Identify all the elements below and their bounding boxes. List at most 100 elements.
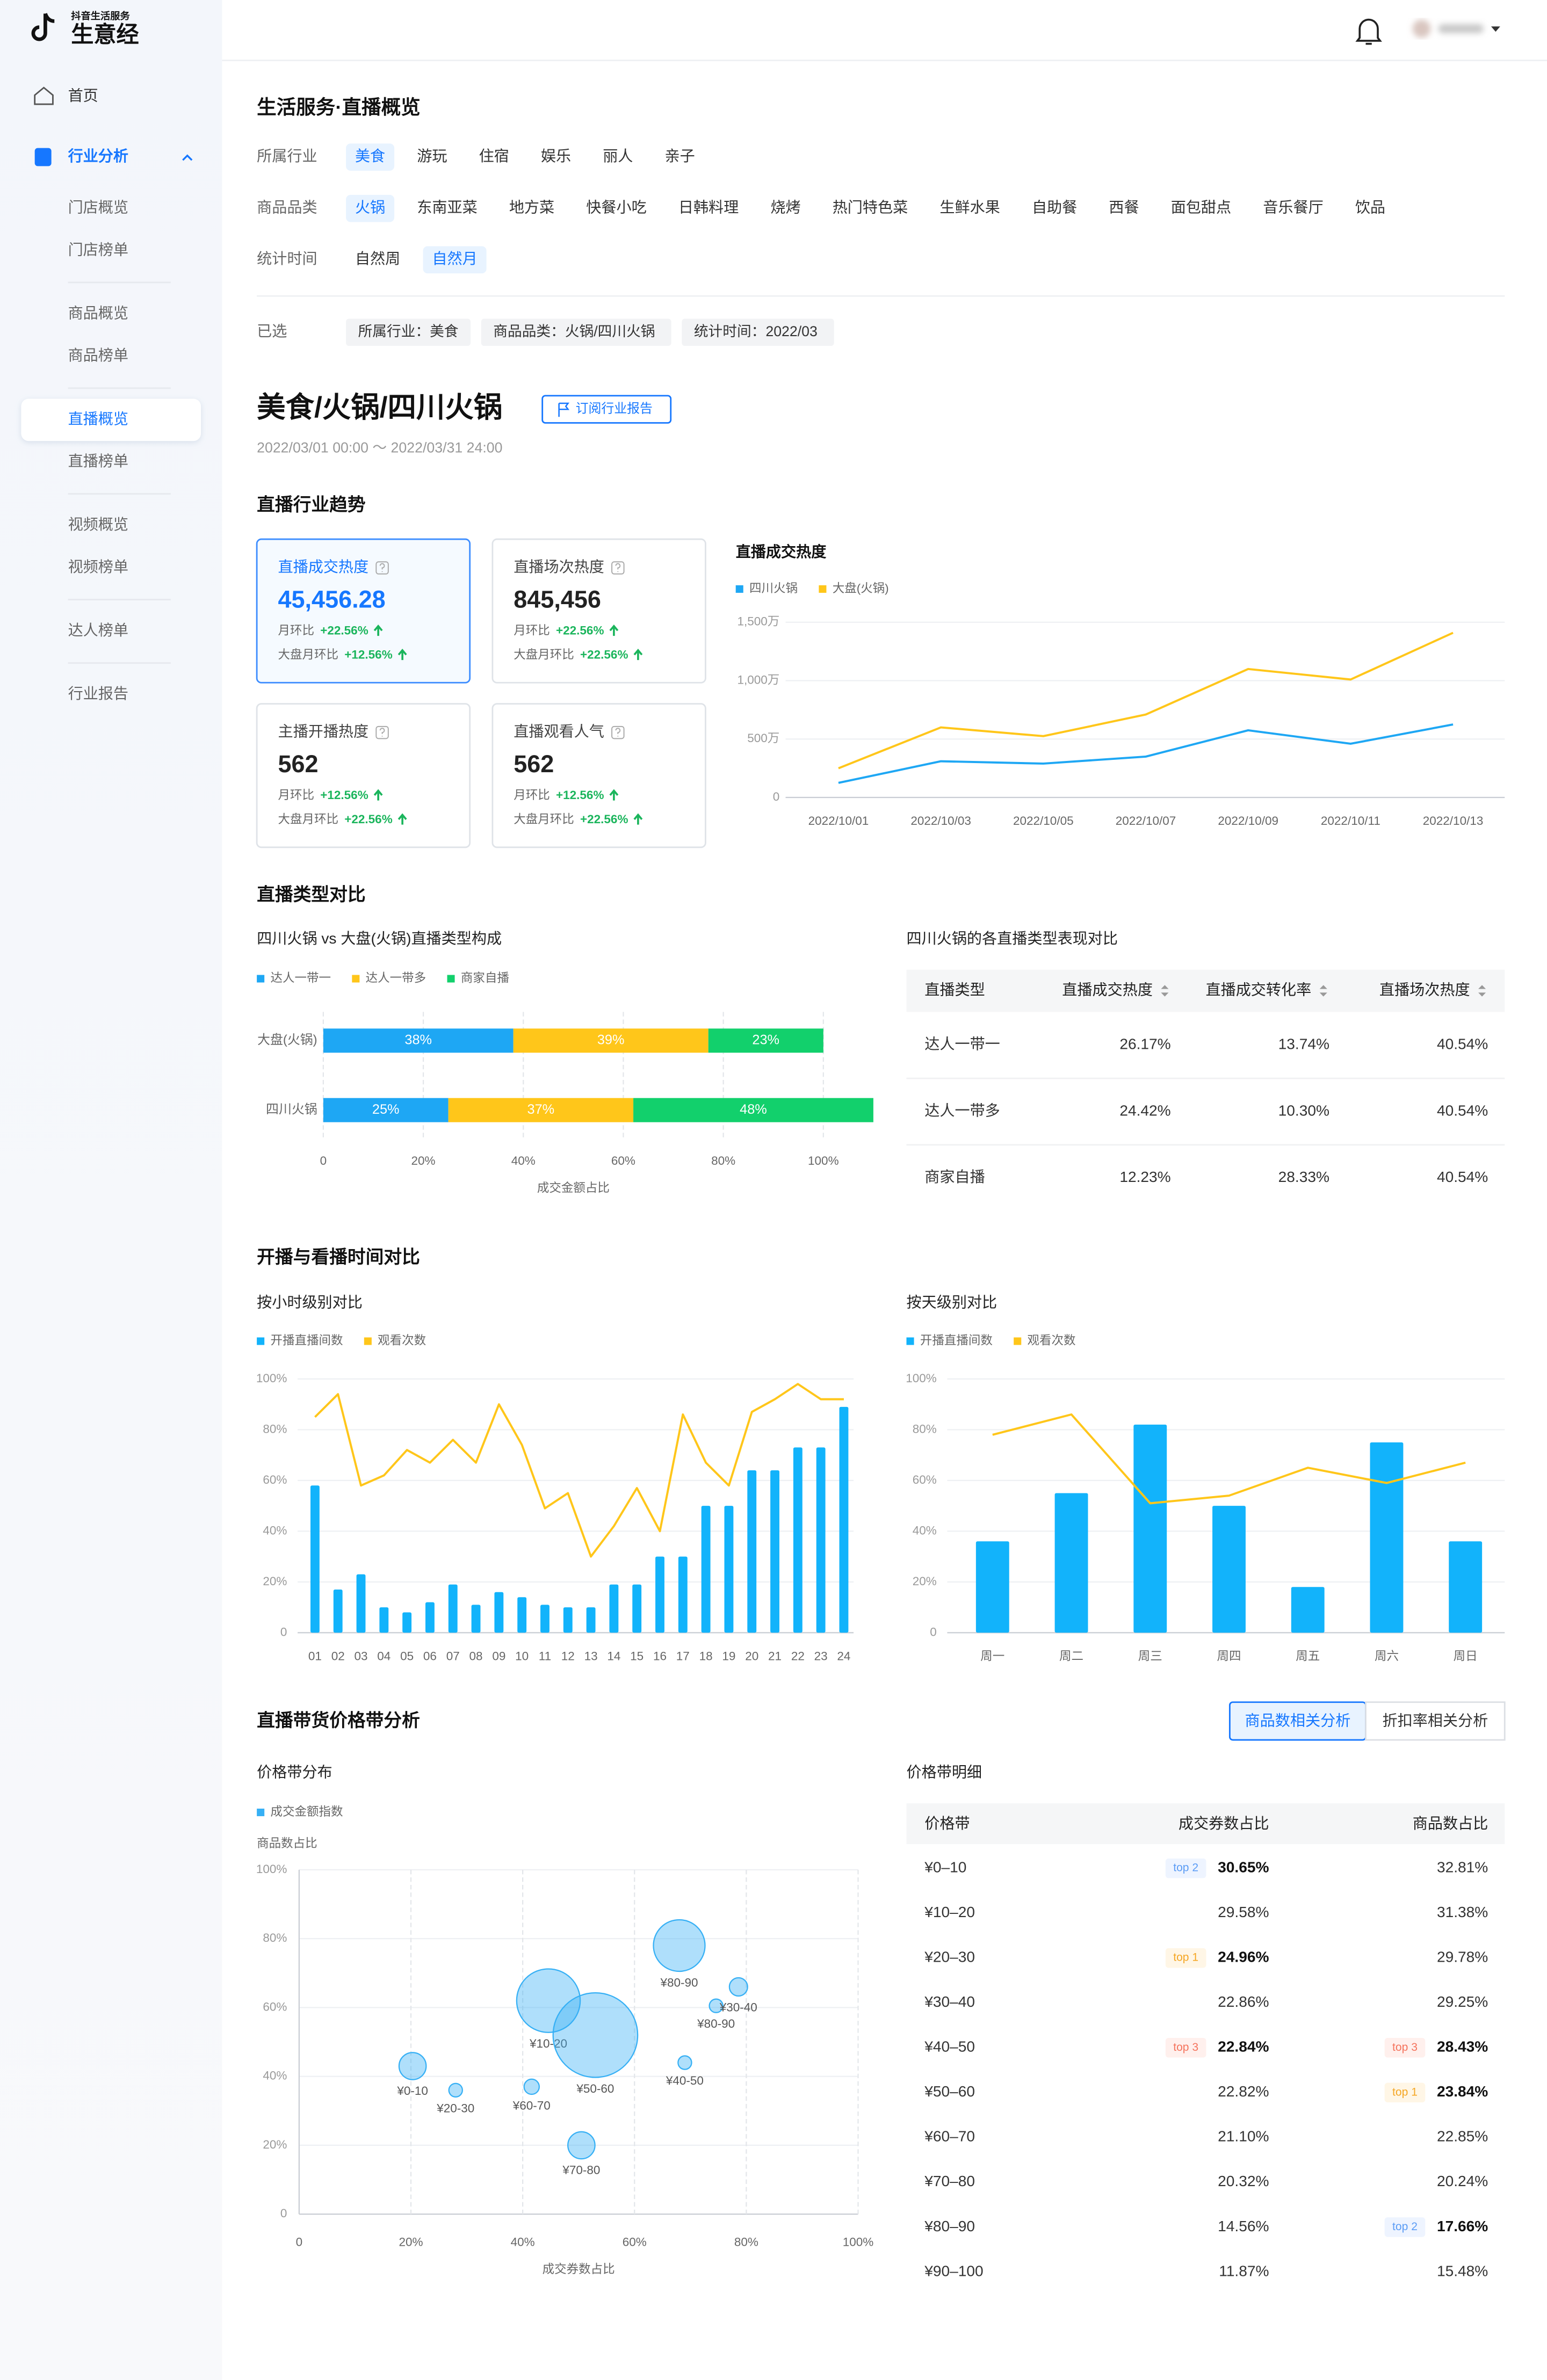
filter-option[interactable]: 自然周 xyxy=(355,250,400,267)
filter-option[interactable]: 快餐小吃 xyxy=(586,199,646,216)
tab[interactable] xyxy=(1365,1701,1506,1741)
bell-icon[interactable] xyxy=(1355,18,1382,45)
rank-badge xyxy=(1384,2037,1426,2058)
nav-item[interactable]: 直播榜单 xyxy=(68,453,128,469)
nav-item[interactable]: 视频概览 xyxy=(68,516,128,533)
nav-item[interactable]: 商品榜单 xyxy=(68,347,128,364)
nav-item[interactable]: 视频榜单 xyxy=(68,558,128,575)
filter-option[interactable]: 火锅 xyxy=(355,199,385,216)
sort-icon[interactable] xyxy=(1161,985,1169,997)
nav-item[interactable]: 首页 xyxy=(68,87,98,104)
sort-icon[interactable] xyxy=(1319,985,1327,997)
metric-card[interactable] xyxy=(491,538,706,684)
bar xyxy=(655,1556,664,1633)
filter-option[interactable]: 东南亚菜 xyxy=(417,199,477,216)
metric-card[interactable] xyxy=(256,703,471,848)
filter-option[interactable]: 亲子 xyxy=(665,148,695,164)
filter-option[interactable]: 西餐 xyxy=(1109,199,1139,216)
nav-item[interactable]: 行业分析 xyxy=(68,147,128,164)
nav-active-bg xyxy=(21,398,201,441)
data-label: 23% xyxy=(752,1033,779,1048)
x-tick-label: 06 xyxy=(423,1649,437,1663)
filter-option[interactable]: 饮品 xyxy=(1355,199,1385,216)
table-cell: 28.43% xyxy=(1437,2038,1488,2055)
data-label: 38% xyxy=(404,1033,432,1048)
x-tick-label: 2022/10/03 xyxy=(910,814,971,828)
table-header[interactable]: 直播成交转化率 xyxy=(1205,981,1311,998)
x-tick-label: 23 xyxy=(814,1649,828,1663)
nav-item[interactable]: 达人榜单 xyxy=(68,622,128,638)
table-cell: 11.87% xyxy=(1219,2262,1269,2279)
table-cell: ¥70–80 xyxy=(924,2173,975,2189)
filter-option[interactable]: 烧烤 xyxy=(770,199,800,216)
bar xyxy=(793,1447,803,1633)
nav-item[interactable]: 门店概览 xyxy=(68,199,128,216)
section-title: 直播类型对比 xyxy=(257,884,366,905)
x-tick-label: 08 xyxy=(469,1649,483,1663)
date-range: 2022/03/01 00:00 ～ 2022/03/31 24:00 xyxy=(257,439,502,455)
table-cell: ¥80–90 xyxy=(924,2218,975,2234)
nav-item[interactable]: 直播概览 xyxy=(68,410,128,427)
filter-option[interactable]: 住宿 xyxy=(479,148,509,164)
legend-label: 开播直播间数 xyxy=(270,1333,343,1347)
x-tick-label: 24 xyxy=(837,1649,850,1663)
y-tick-label: 80% xyxy=(913,1422,937,1435)
chart-title: 按小时级别对比 xyxy=(257,1294,363,1311)
filter-option[interactable]: 娱乐 xyxy=(541,148,571,164)
nav-item[interactable]: 门店榜单 xyxy=(68,241,128,258)
x-tick-label: 100% xyxy=(843,2236,874,2249)
bubble xyxy=(653,1919,706,1972)
tab-label[interactable]: 商品数相关分析 xyxy=(1245,1713,1351,1729)
x-tick-label: 2022/10/01 xyxy=(808,814,869,828)
table-header[interactable]: 直播成交热度 xyxy=(1062,981,1153,998)
card-compare-label: 大盘月环比 xyxy=(278,648,339,662)
table-cell: ¥90–100 xyxy=(924,2262,983,2279)
filter-option-bg[interactable] xyxy=(346,194,395,222)
subscribe-label[interactable]: 订阅行业报告 xyxy=(576,402,653,416)
nav-item[interactable]: 商品概览 xyxy=(68,304,128,321)
x-tick-label: 周三 xyxy=(1138,1649,1162,1663)
bubble xyxy=(709,1998,724,2013)
filter-option[interactable]: 面包甜点 xyxy=(1171,199,1231,216)
table-header: 价格带 xyxy=(924,1815,970,1832)
filter-option[interactable]: 自助餐 xyxy=(1032,199,1077,216)
user-caret[interactable] xyxy=(1491,26,1500,32)
legend-label: 商家自播 xyxy=(461,971,509,984)
table-header[interactable]: 直播场次热度 xyxy=(1379,981,1470,998)
chart-title: 按天级别对比 xyxy=(907,1294,997,1311)
card-title: 直播场次热度 xyxy=(514,558,604,575)
legend-label: 四川火锅 xyxy=(749,582,798,595)
metric-card[interactable] xyxy=(491,703,706,848)
filter-option[interactable]: 生鲜水果 xyxy=(939,199,1000,216)
card-compare-label: 大盘月环比 xyxy=(278,812,339,826)
filter-option[interactable]: 热门特色菜 xyxy=(833,199,908,216)
filter-option[interactable]: 美食 xyxy=(355,148,385,164)
filter-option[interactable]: 日韩料理 xyxy=(678,199,739,216)
bar-segment xyxy=(448,1098,634,1122)
metric-card[interactable] xyxy=(256,538,471,684)
table-cell: 商家自播 xyxy=(924,1169,985,1185)
data-label: 48% xyxy=(740,1102,767,1117)
filter-option-bg[interactable] xyxy=(423,246,487,274)
bar xyxy=(333,1590,343,1633)
x-tick-label: 12 xyxy=(561,1649,575,1663)
user-blurred[interactable] xyxy=(1412,19,1484,38)
sort-icon[interactable] xyxy=(1478,985,1486,997)
bubble-label: ¥80-90 xyxy=(660,1976,698,1989)
table-cell: 23.84% xyxy=(1437,2083,1488,2100)
filter-option[interactable]: 游玩 xyxy=(417,148,447,164)
filter-option[interactable]: 丽人 xyxy=(603,148,633,164)
nav-item[interactable]: 行业报告 xyxy=(68,685,128,702)
filter-option-bg[interactable] xyxy=(346,143,395,171)
filter-option[interactable]: 音乐餐厅 xyxy=(1263,199,1323,216)
rank-badge-label: top 3 xyxy=(1173,2041,1198,2054)
bar xyxy=(1449,1541,1483,1633)
legend-swatch xyxy=(257,1809,265,1817)
tab-label[interactable]: 折扣率相关分析 xyxy=(1382,1713,1488,1729)
filter-option[interactable]: 地方菜 xyxy=(509,199,554,216)
filter-label: 所属行业 xyxy=(257,148,317,164)
subscribe-button[interactable] xyxy=(541,395,672,424)
filter-option[interactable]: 自然月 xyxy=(432,250,477,267)
bubble-label: ¥50-60 xyxy=(576,2082,614,2095)
legend-swatch xyxy=(906,1337,914,1345)
